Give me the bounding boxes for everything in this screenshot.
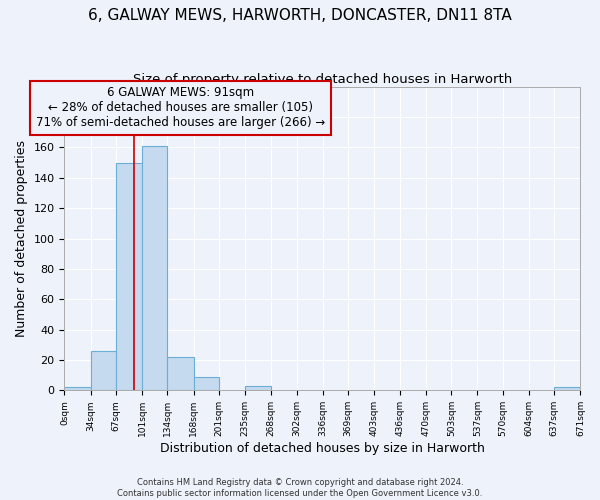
Bar [116, 162, 142, 390]
Y-axis label: Number of detached properties: Number of detached properties [15, 140, 28, 337]
Text: 6, GALWAY MEWS, HARWORTH, DONCASTER, DN11 8TA: 6, GALWAY MEWS, HARWORTH, DONCASTER, DN1… [88, 8, 512, 22]
Text: Contains HM Land Registry data © Crown copyright and database right 2024.
Contai: Contains HM Land Registry data © Crown c… [118, 478, 482, 498]
Bar [167, 357, 194, 390]
Text: 6 GALWAY MEWS: 91sqm
← 28% of detached houses are smaller (105)
71% of semi-deta: 6 GALWAY MEWS: 91sqm ← 28% of detached h… [36, 86, 325, 130]
Bar [245, 386, 271, 390]
Bar [91, 351, 116, 391]
Bar [554, 388, 580, 390]
Bar [64, 388, 91, 390]
Title: Size of property relative to detached houses in Harworth: Size of property relative to detached ho… [133, 72, 512, 86]
Bar [142, 146, 167, 390]
Bar [194, 376, 219, 390]
X-axis label: Distribution of detached houses by size in Harworth: Distribution of detached houses by size … [160, 442, 485, 455]
